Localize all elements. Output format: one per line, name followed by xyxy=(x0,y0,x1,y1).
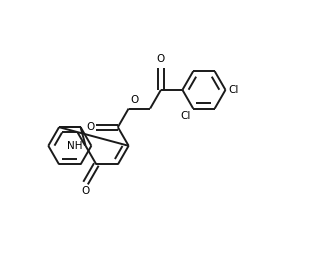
Text: NH: NH xyxy=(67,141,82,151)
Text: O: O xyxy=(130,95,138,105)
Text: O: O xyxy=(157,54,165,64)
Text: Cl: Cl xyxy=(181,111,191,121)
Text: O: O xyxy=(86,122,94,132)
Text: Cl: Cl xyxy=(229,85,239,95)
Text: O: O xyxy=(82,186,90,196)
